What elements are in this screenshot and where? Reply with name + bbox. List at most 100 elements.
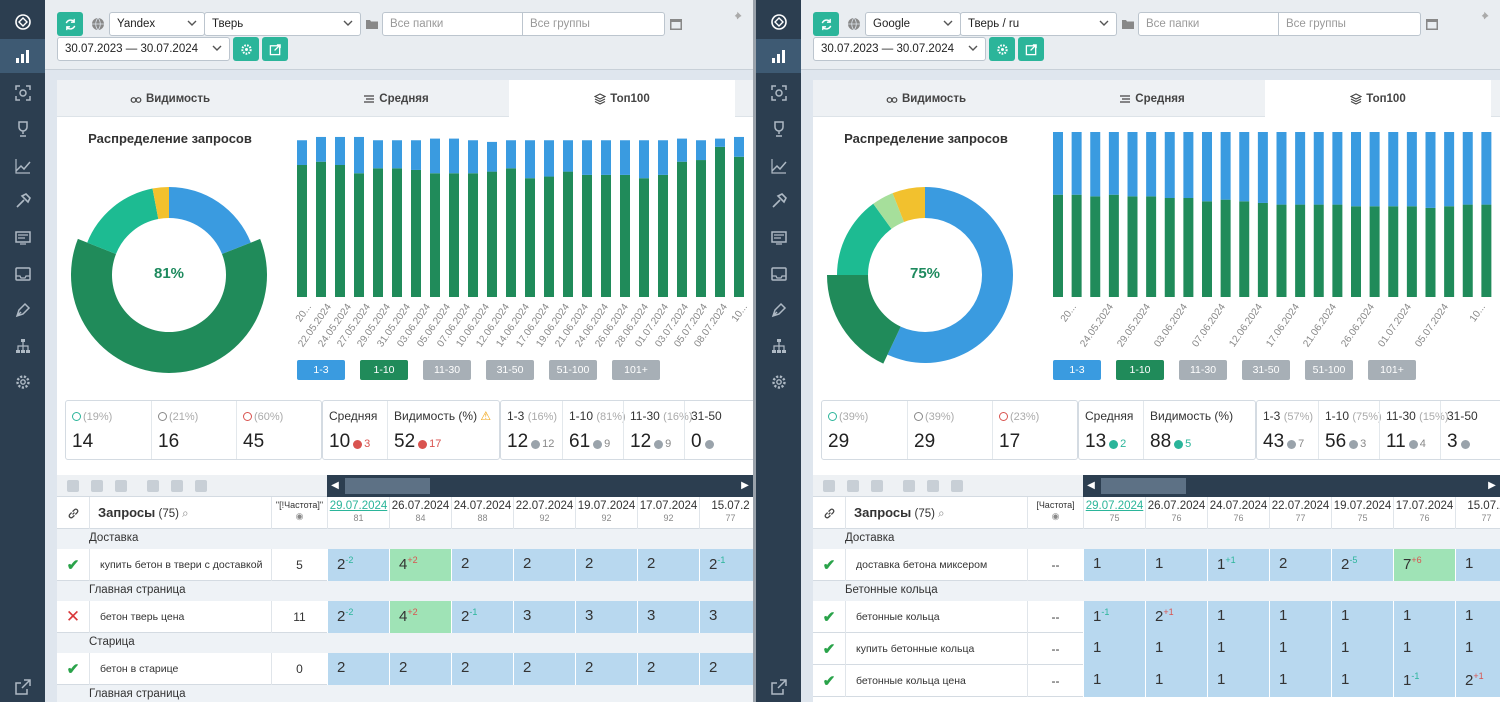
legend-1-3[interactable]: 1-3	[297, 360, 345, 380]
bar-top10[interactable]	[1257, 202, 1268, 297]
bar-top10[interactable]	[1351, 206, 1361, 297]
position-cell[interactable]: 1	[1393, 633, 1455, 665]
bar-top3[interactable]	[715, 138, 725, 147]
bar-top3[interactable]	[392, 140, 402, 169]
legend-101+[interactable]: 101+	[612, 360, 660, 380]
sidebar-item-logo[interactable]	[12, 11, 34, 33]
date-column-header[interactable]: 19.07.2024 75	[1331, 497, 1393, 529]
group-header[interactable]: Доставка	[57, 529, 753, 549]
bar-top10[interactable]	[297, 165, 307, 297]
bar-top10[interactable]	[1444, 206, 1455, 297]
bar-top3[interactable]	[582, 140, 592, 175]
bar-top3[interactable]	[297, 140, 307, 165]
check-icon[interactable]: ✔	[822, 641, 836, 658]
position-cell[interactable]: 1	[1455, 549, 1500, 581]
position-cell[interactable]: 2	[327, 653, 389, 685]
position-cell[interactable]: 1	[1145, 549, 1207, 581]
bar-top10[interactable]	[1332, 204, 1343, 297]
bar-top10[interactable]	[1108, 194, 1119, 297]
query-text[interactable]: бетонные кольца цена	[845, 665, 1027, 697]
bar-top10[interactable]	[639, 178, 649, 297]
query-text[interactable]: бетонные кольца	[845, 601, 1027, 633]
folders-input[interactable]: Все папки	[382, 12, 523, 36]
date-column-header[interactable]: 17.07.2024 76	[1393, 497, 1455, 529]
query-text[interactable]: купить бетон в твери с доставкой	[89, 549, 271, 581]
bar-top10[interactable]	[316, 161, 326, 297]
donut-segment-1-3[interactable]	[887, 187, 1013, 363]
search-icon[interactable]: ⌕	[934, 508, 945, 520]
horizontal-scrollbar[interactable]: ◀ ▶	[327, 475, 753, 497]
bar-top3[interactable]	[411, 140, 421, 170]
sidebar-item-bar-chart[interactable]	[756, 39, 801, 73]
position-cell[interactable]: 2+1	[1145, 601, 1207, 633]
position-cell[interactable]: 3	[513, 601, 575, 633]
sidebar-item-gear[interactable]	[768, 371, 790, 393]
date-column-header[interactable]: 29.07.2024 75	[1083, 497, 1145, 529]
query-text[interactable]: бетон тверь цена	[89, 601, 271, 633]
refresh-button[interactable]	[57, 12, 83, 36]
check-icon[interactable]: ✔	[822, 609, 836, 626]
tab-average[interactable]: Средняя	[283, 80, 509, 117]
legend-11-30[interactable]: 11-30	[1179, 360, 1227, 380]
position-cell[interactable]: 2-1	[699, 549, 753, 581]
tab-average[interactable]: Средняя	[1039, 80, 1265, 117]
position-cell[interactable]: 2	[389, 653, 451, 685]
scroll-right-icon[interactable]: ▶	[1488, 480, 1496, 491]
bar-top3[interactable]	[620, 140, 630, 175]
sidebar-item-scan[interactable]	[768, 82, 790, 104]
bar-top3[interactable]	[1444, 132, 1455, 207]
panel-divider[interactable]	[753, 0, 756, 702]
bar-top3[interactable]	[506, 140, 516, 169]
bar-top3[interactable]	[1332, 132, 1343, 205]
check-icon[interactable]: ✔	[66, 557, 80, 574]
position-cell[interactable]: 2-2	[327, 549, 389, 581]
position-cell[interactable]: 2	[451, 653, 513, 685]
donut-segment-31-50[interactable]	[873, 193, 905, 229]
position-cell[interactable]: 1	[1455, 601, 1500, 633]
bar-top3[interactable]	[430, 138, 440, 174]
position-cell[interactable]: 1	[1083, 633, 1145, 665]
folders-input[interactable]: Все папки	[1138, 12, 1279, 36]
scroll-left-icon[interactable]: ◀	[1087, 480, 1095, 491]
link-column-header[interactable]	[813, 497, 845, 529]
position-cell[interactable]: 2	[575, 653, 637, 685]
bar-top3[interactable]	[1183, 132, 1194, 198]
position-cell[interactable]: 3	[575, 601, 637, 633]
bar-top3[interactable]	[1462, 132, 1473, 205]
position-cell[interactable]: 1	[1207, 601, 1269, 633]
bar-top3[interactable]	[1481, 132, 1492, 205]
refresh-button[interactable]	[813, 12, 839, 36]
bar-top3[interactable]	[1388, 132, 1399, 207]
search-engine-select[interactable]: Google	[865, 12, 961, 36]
query-text[interactable]: доставка бетона миксером	[845, 549, 1027, 581]
bar-top10[interactable]	[392, 168, 402, 297]
toggle-icon[interactable]	[847, 480, 859, 492]
date-column-header[interactable]: 24.07.2024 88	[451, 497, 513, 529]
bar-top10[interactable]	[411, 169, 421, 297]
bar-top3[interactable]	[1276, 132, 1287, 205]
group-header[interactable]: Главная страница	[57, 581, 753, 601]
donut-segment-1-3[interactable]	[169, 187, 251, 255]
date-column-header[interactable]: 19.07.2024 92	[575, 497, 637, 529]
legend-51-100[interactable]: 51-100	[549, 360, 597, 380]
bar-top3[interactable]	[335, 136, 345, 165]
bar-top3[interactable]	[1239, 132, 1250, 202]
position-cell[interactable]: 3	[637, 601, 699, 633]
sidebar-item-sitemap[interactable]	[768, 335, 790, 357]
date-range-select[interactable]: 30.07.2023 — 30.07.2024	[57, 37, 230, 61]
toggle-icon[interactable]	[91, 480, 103, 492]
sort-icon[interactable]	[67, 480, 79, 492]
bar-top3[interactable]	[449, 138, 459, 174]
link-icon[interactable]	[115, 480, 127, 492]
groups-input[interactable]: Все группы	[1278, 12, 1421, 36]
check-icon[interactable]: ✔	[822, 557, 836, 574]
scrollbar-thumb[interactable]	[345, 478, 430, 494]
bar-top10[interactable]	[525, 178, 535, 297]
bar-top3[interactable]	[734, 136, 744, 157]
bar-top10[interactable]	[1425, 207, 1436, 297]
check-icon[interactable]: ✔	[822, 673, 836, 690]
position-cell[interactable]: 2-1	[451, 601, 513, 633]
bar-top3[interactable]	[1351, 132, 1361, 207]
bar-top10[interactable]	[1313, 204, 1324, 297]
bar-top3[interactable]	[1202, 132, 1212, 202]
